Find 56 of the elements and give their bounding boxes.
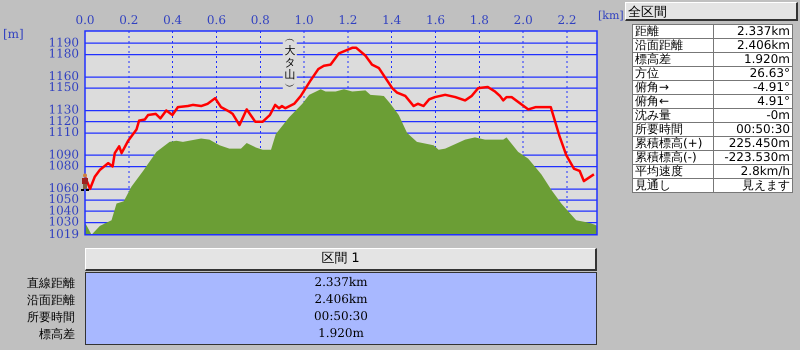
text: 00:50:30 — [313, 309, 369, 323]
text: 俯角→ — [632, 80, 714, 94]
text: -223.530m — [713, 150, 792, 164]
text: 見通し — [632, 178, 714, 192]
x-tick-label: 1.6 — [426, 12, 446, 27]
text: 225.450m — [713, 136, 792, 150]
text: 沿面距離 — [632, 38, 714, 52]
x-tick-label: 2.0 — [514, 12, 533, 27]
text: 区間 1 — [85, 248, 597, 271]
text: 26.63° — [713, 66, 792, 80]
y-tick-label: 1190 — [48, 35, 79, 50]
x-tick-label: 1.0 — [294, 12, 314, 27]
text: 2.8km/h — [713, 164, 792, 178]
y-tick-label: 1080 — [48, 158, 79, 173]
y-tick-label: 1110 — [48, 125, 79, 140]
text: 俯角← — [632, 94, 714, 108]
text: -0m — [713, 108, 792, 122]
text: 沈み量 — [632, 108, 714, 122]
text: 1.920m — [713, 52, 792, 66]
text: -4.91° — [713, 80, 792, 94]
x-axis-title: [km] — [598, 8, 624, 22]
x-tick-label: 1.4 — [382, 12, 402, 27]
text: 沿面距離 — [27, 292, 75, 309]
x-tick-label: 0.8 — [250, 12, 270, 27]
text: 標高差 — [632, 52, 714, 66]
text: 2.406km — [313, 292, 368, 306]
text: 距離 — [632, 24, 714, 38]
text: 累積標高(-) — [632, 150, 714, 164]
x-tick-label: 0.2 — [119, 12, 138, 27]
y-axis-title: [m] — [3, 27, 24, 42]
text: 所要時間 — [632, 122, 714, 136]
text: 累積標高(+) — [632, 136, 714, 150]
text: 全区間 — [625, 2, 798, 21]
x-tick-label: 1.2 — [338, 12, 358, 27]
text: 00:50:30 — [713, 122, 792, 136]
text: 標高差 — [39, 326, 75, 343]
text: 平均速度 — [632, 164, 714, 178]
text: 直線距離 — [27, 275, 75, 292]
text: 1.920m — [317, 326, 365, 340]
x-tick-label: 0.4 — [163, 12, 183, 27]
text: 2.337km — [313, 275, 368, 289]
text: 4.91° — [713, 94, 792, 108]
y-tick-label: 1180 — [48, 46, 79, 61]
y-tick-label: 1019 — [48, 226, 79, 241]
x-tick-label: 0.6 — [206, 12, 226, 27]
y-tick-label: 1030 — [48, 214, 79, 229]
text: 2.337km — [713, 24, 792, 38]
text: 方位 — [632, 66, 714, 80]
text: 2.406km — [713, 38, 792, 52]
x-tick-label: 1.8 — [470, 12, 489, 27]
text: 見えます — [713, 178, 792, 192]
x-tick-label: 0.0 — [75, 12, 95, 27]
text: 所要時間 — [27, 309, 75, 326]
x-tick-label: 2.2 — [557, 12, 577, 27]
annotation: ︵大タ山︶ — [284, 32, 296, 93]
y-tick-label: 1090 — [48, 147, 79, 162]
